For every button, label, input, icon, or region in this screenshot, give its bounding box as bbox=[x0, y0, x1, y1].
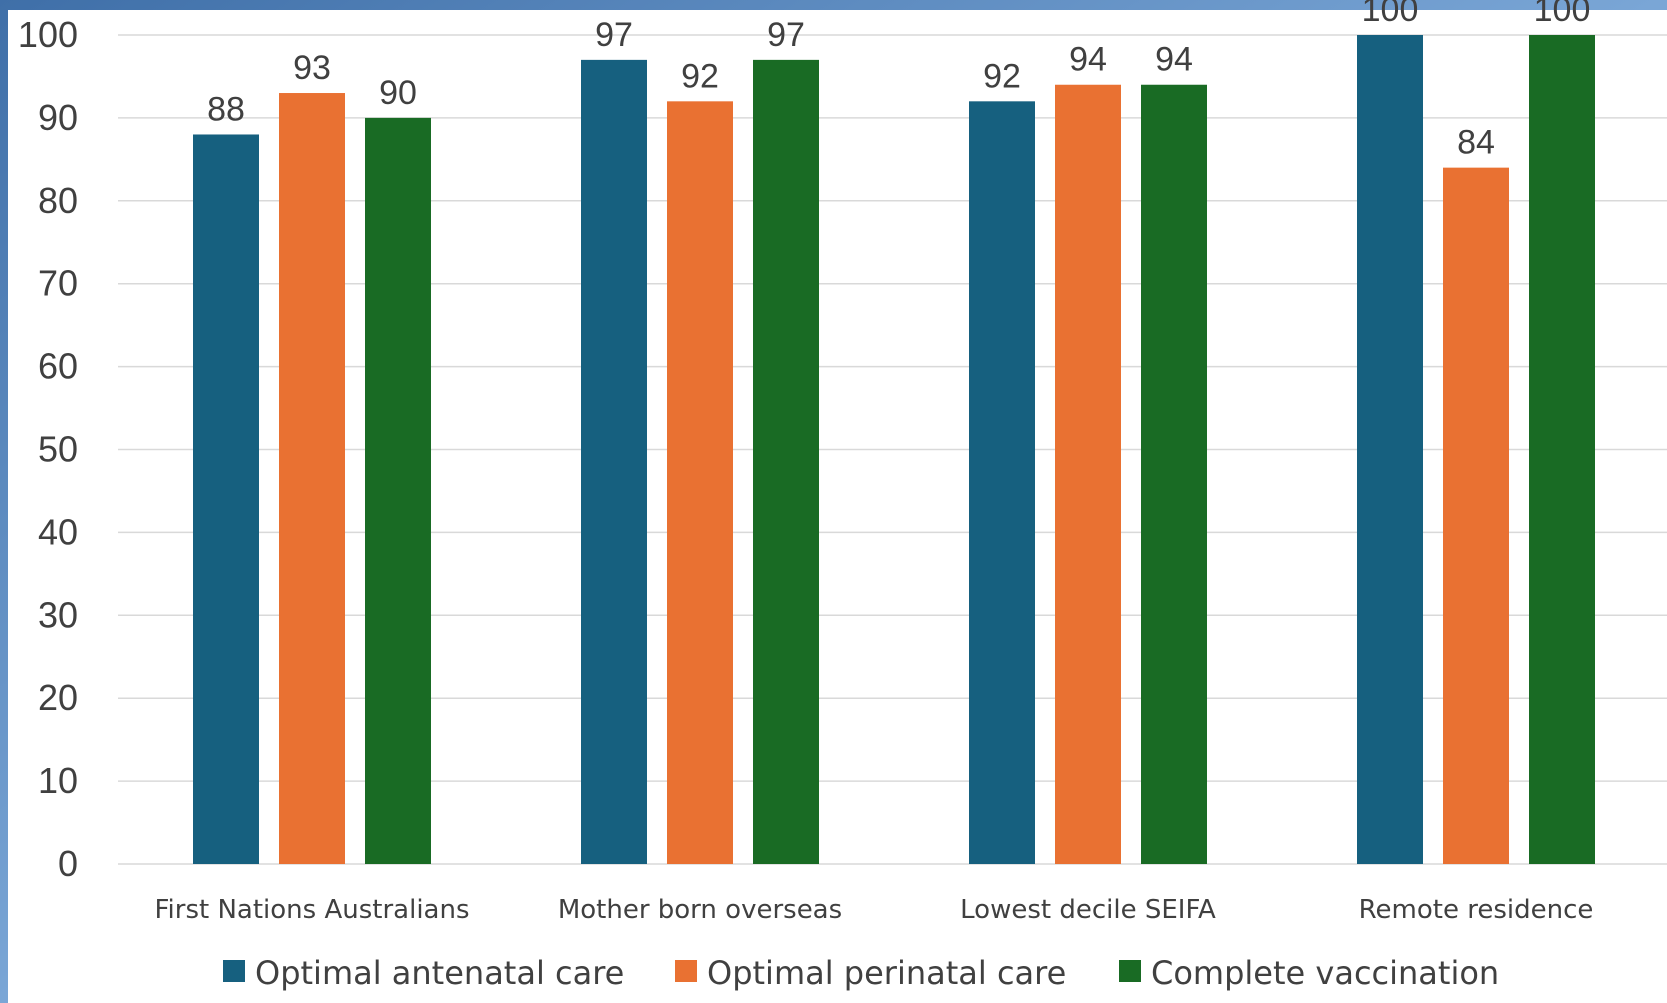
bar-1-1 bbox=[667, 101, 733, 864]
category-label: First Nations Australians bbox=[154, 895, 469, 925]
data-labels: 88 93 90 97 92 97 92 94 94 100 84 100 bbox=[207, 0, 1590, 162]
legend-label: Optimal antenatal care bbox=[255, 954, 624, 992]
y-tick-label: 10 bbox=[38, 760, 78, 801]
legend: Optimal antenatal care Optimal perinatal … bbox=[223, 954, 1499, 992]
x-axis-categories: First Nations Australians Mother born ove… bbox=[154, 895, 1593, 925]
legend-swatch bbox=[675, 960, 697, 982]
data-label: 90 bbox=[379, 74, 417, 112]
category-label: Remote residence bbox=[1359, 895, 1594, 925]
data-label: 92 bbox=[983, 57, 1021, 95]
bar-2-1 bbox=[1055, 84, 1121, 865]
category-label: Mother born overseas bbox=[558, 895, 842, 925]
bar-3-1 bbox=[1443, 167, 1509, 864]
y-tick-label: 80 bbox=[38, 180, 78, 221]
y-tick-label: 70 bbox=[38, 263, 78, 304]
y-tick-label: 50 bbox=[38, 429, 78, 470]
y-tick-label: 90 bbox=[38, 97, 78, 138]
data-label: 92 bbox=[681, 57, 719, 95]
bar-2-2 bbox=[1141, 84, 1207, 865]
y-tick-label: 0 bbox=[58, 843, 78, 884]
data-label: 93 bbox=[293, 49, 331, 87]
bars bbox=[193, 35, 1595, 865]
legend-swatch bbox=[223, 960, 245, 982]
y-axis-ticks: 0 10 20 30 40 50 60 70 80 90 100 bbox=[18, 14, 78, 884]
data-label: 100 bbox=[1362, 0, 1419, 29]
y-tick-label: 40 bbox=[38, 511, 78, 552]
bar-1-0 bbox=[581, 59, 647, 865]
data-label: 94 bbox=[1069, 41, 1107, 79]
bar-3-0 bbox=[1357, 35, 1423, 864]
category-label: Lowest decile SEIFA bbox=[960, 895, 1216, 925]
data-label: 97 bbox=[767, 16, 805, 54]
bar-1-2 bbox=[753, 59, 819, 865]
legend-label: Optimal perinatal care bbox=[707, 954, 1066, 992]
data-label: 97 bbox=[595, 16, 633, 54]
bar-0-1 bbox=[279, 93, 345, 864]
bar-2-0 bbox=[969, 101, 1035, 864]
data-label: 94 bbox=[1155, 41, 1193, 79]
bar-0-0 bbox=[193, 134, 259, 865]
y-tick-label: 30 bbox=[38, 594, 78, 635]
y-tick-label: 20 bbox=[38, 677, 78, 718]
legend-label: Complete vaccination bbox=[1151, 954, 1499, 992]
data-label: 100 bbox=[1534, 0, 1591, 29]
data-label: 88 bbox=[207, 90, 245, 128]
legend-swatch bbox=[1119, 960, 1141, 982]
y-tick-label: 60 bbox=[38, 346, 78, 387]
bar-3-2 bbox=[1529, 35, 1595, 864]
bar-0-2 bbox=[365, 117, 431, 864]
y-tick-label: 100 bbox=[18, 14, 78, 55]
data-label: 84 bbox=[1457, 124, 1495, 162]
